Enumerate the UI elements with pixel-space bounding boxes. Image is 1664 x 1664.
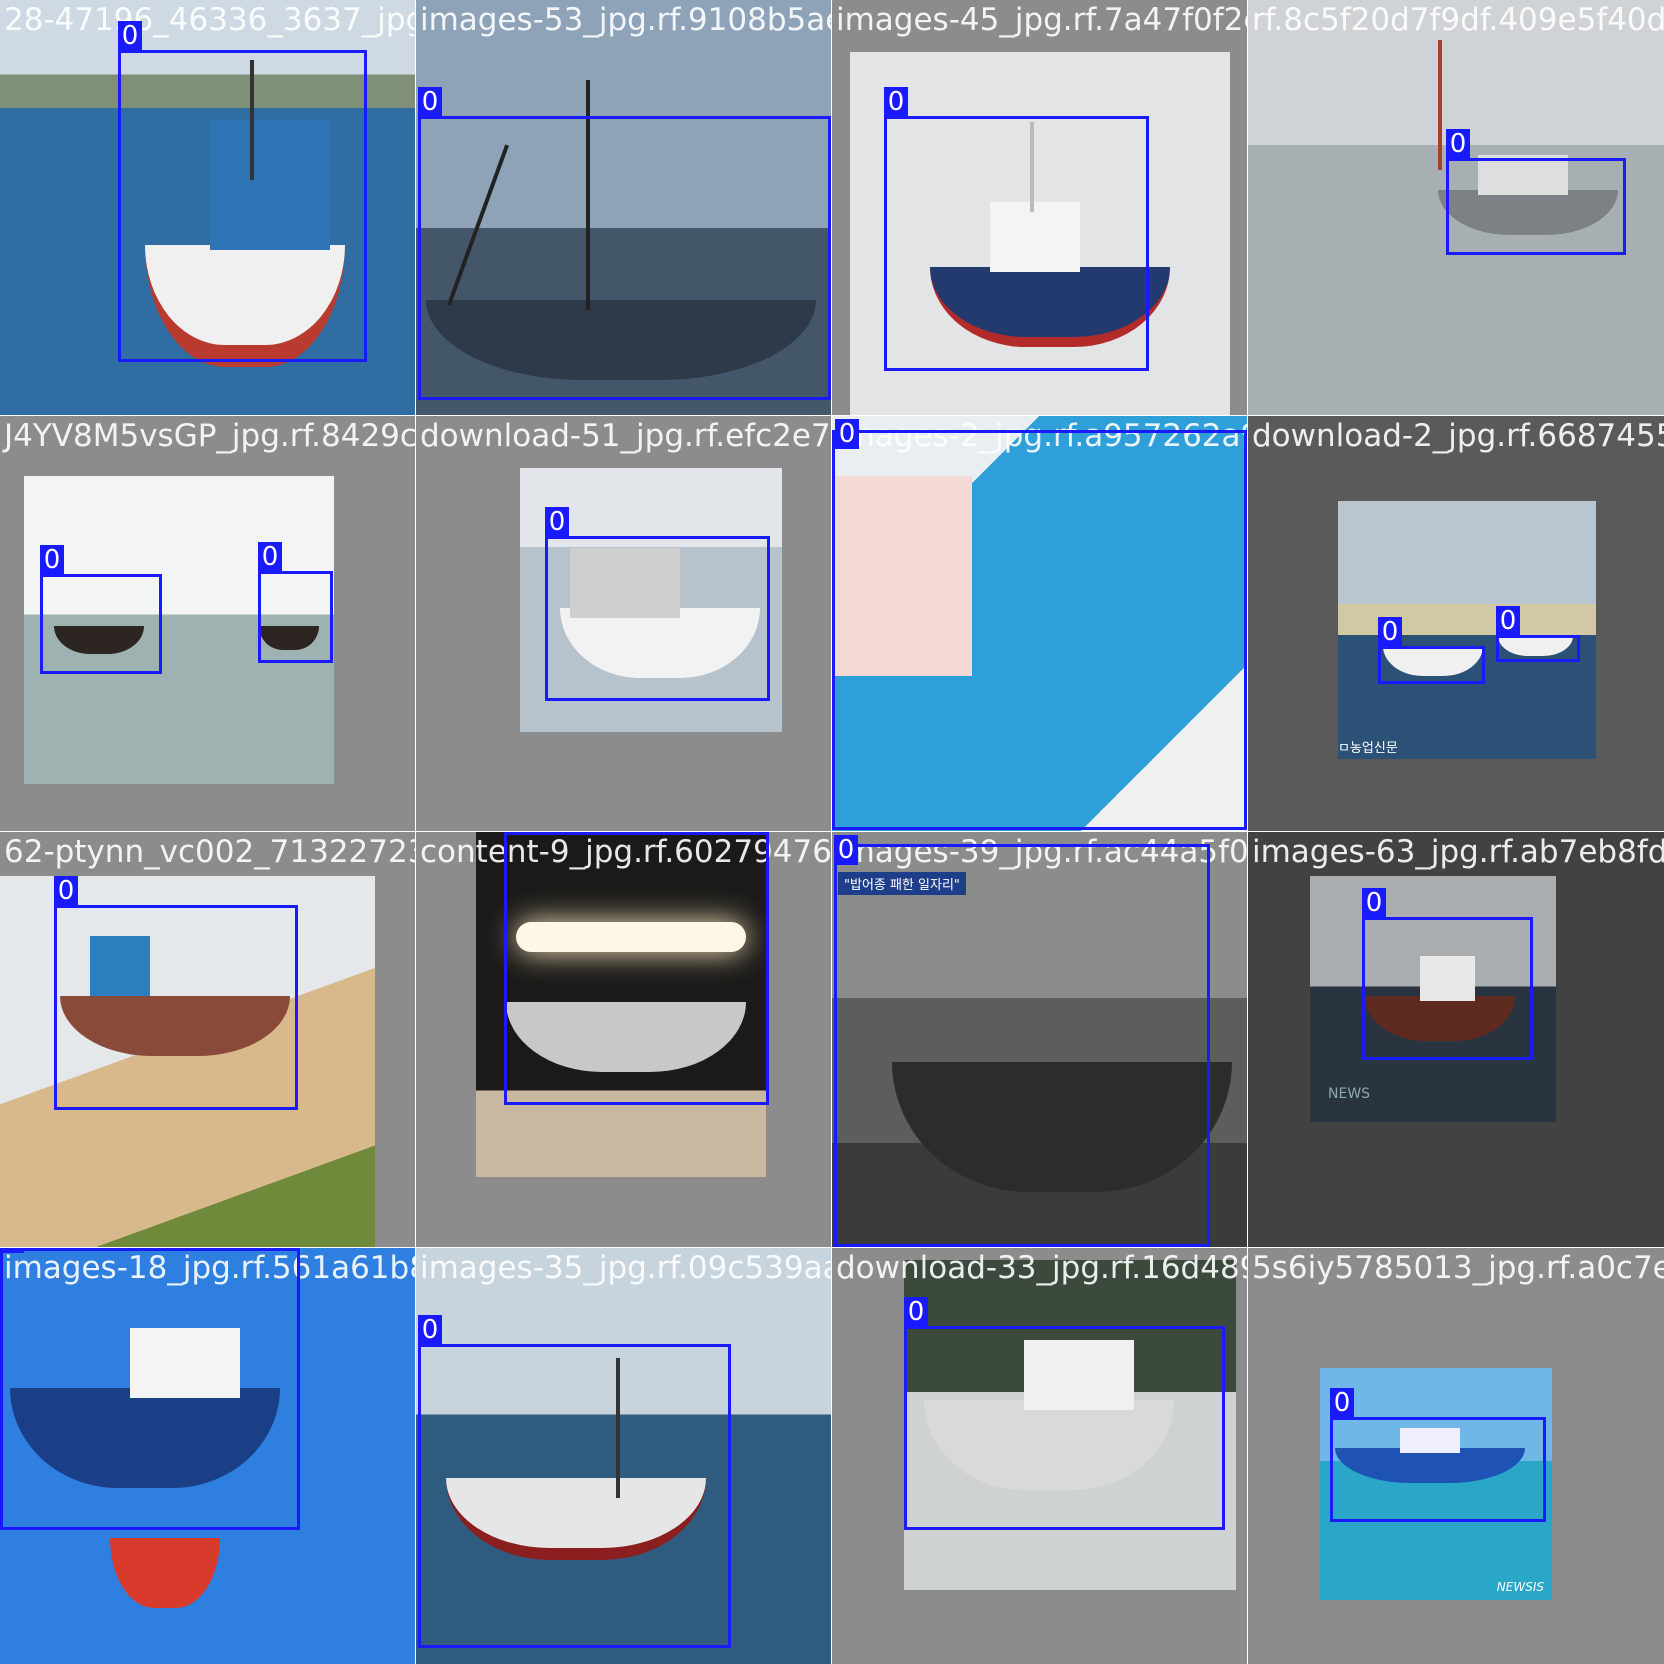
bbox-class-label: 0 <box>258 542 282 572</box>
bounding-box[interactable]: 0 <box>1362 888 1533 1060</box>
tile-filename: images-45_jpg.rf.7a47f0f2e4220ae3456e006 <box>836 2 1247 38</box>
watermark-text: ㅁ농업신문 <box>1338 741 1398 756</box>
tile-photo <box>24 476 334 784</box>
bbox-class-label: 0 <box>1496 606 1520 636</box>
tile-photo <box>0 876 375 1247</box>
bounding-box[interactable]: 0 <box>418 87 831 400</box>
bounding-box[interactable]: 0 <box>1496 606 1580 662</box>
tile-12[interactable]: NEWS images-63_jpg.rf.ab7eb8fd93 0 <box>1248 832 1664 1247</box>
bbox-class-label: 0 <box>1446 129 1470 159</box>
bbox-class-label: 0 <box>835 419 859 449</box>
bounding-box[interactable]: 0 <box>40 545 162 674</box>
bounding-box[interactable]: 0 <box>1330 1388 1546 1522</box>
bbox-class-label: 0 <box>418 1315 442 1345</box>
tile-14[interactable]: images-35_jpg.rf.09c539aab4 0 <box>416 1248 831 1664</box>
watermark-text: NEWSIS <box>1496 1580 1544 1594</box>
bounding-box[interactable]: 0 <box>258 542 333 663</box>
tile-15[interactable]: download-33_jpg.rf.16d48956 0 <box>832 1248 1247 1664</box>
bbox-class-label: 0 <box>0 1248 24 1253</box>
bbox-class-label: 0 <box>418 87 442 117</box>
bounding-box[interactable]: 0 <box>54 876 298 1110</box>
tile-7[interactable]: images-2_jpg.rf.a957262a9 0 <box>832 416 1247 831</box>
tile-photo <box>476 832 766 1177</box>
bounding-box[interactable]: 0 <box>884 87 1149 371</box>
bbox-class-label: 0 <box>1362 888 1386 918</box>
bbox-class-label: 0 <box>904 1297 928 1327</box>
tile-5[interactable]: J4YV8M5vsGP_jpg.rf.8429c 0 0 <box>0 416 415 831</box>
tile-filename: download-51_jpg.rf.efc2e75e <box>420 418 831 454</box>
bbox-class-label: 0 <box>40 545 64 575</box>
tile-filename: J4YV8M5vsGP_jpg.rf.8429c <box>4 418 415 454</box>
bbox-class-label: 0 <box>834 835 858 865</box>
bounding-box[interactable]: 0 <box>504 832 769 1105</box>
bounding-box[interactable]: 0 <box>0 1248 300 1530</box>
bbox-class-label: 0 <box>504 832 528 835</box>
tile-filename: 5s6iy5785013_jpg.rf.a0c7e54 <box>1252 1250 1664 1286</box>
tile-16[interactable]: NEWSIS 5s6iy5785013_jpg.rf.a0c7e54 0 <box>1248 1248 1664 1664</box>
tile-photo <box>416 1248 831 1664</box>
tile-photo <box>1248 0 1664 415</box>
tile-2[interactable]: images-53_jpg.rf.9108b5ae8241f3023d05fa5… <box>416 0 831 415</box>
tile-1[interactable]: 28-47196_46336_3637_jpg.rf. 0 <box>0 0 415 415</box>
bounding-box[interactable]: 0 <box>834 835 1210 1247</box>
tile-photo: "밥어종 패한 일자리" <box>832 832 1247 1247</box>
bounding-box[interactable]: 0 <box>832 419 1247 830</box>
bbox-class-label: 0 <box>118 21 142 51</box>
bbox-class-label: 0 <box>54 876 78 906</box>
bounding-box[interactable]: 0 <box>418 1315 731 1648</box>
tile-photo <box>0 1248 415 1664</box>
tile-6[interactable]: download-51_jpg.rf.efc2e75e 0 <box>416 416 831 831</box>
bounding-box[interactable]: 0 <box>545 507 770 701</box>
tile-photo <box>904 1260 1236 1590</box>
bounding-box[interactable]: 0 <box>904 1297 1225 1530</box>
bbox-class-label: 0 <box>884 87 908 117</box>
bbox-class-label: 0 <box>1378 617 1402 647</box>
tile-3[interactable]: images-45_jpg.rf.7a47f0f2e4220ae3456e006… <box>832 0 1247 415</box>
tile-4[interactable]: rf.8c5f20d7f9df.409e5f40d 0 <box>1248 0 1664 415</box>
tile-filename: download-2_jpg.rf.6687455b <box>1252 418 1664 454</box>
tile-photo <box>416 0 831 415</box>
bounding-box[interactable]: 0 <box>1378 617 1485 684</box>
tile-10[interactable]: content-9_jpg.rf.602794761 0 <box>416 832 831 1247</box>
tile-photo <box>832 416 1247 831</box>
tile-filename: 62-ptynn_vc002_71322723_i <box>4 834 415 870</box>
watermark-text: NEWS <box>1328 1086 1371 1102</box>
tile-9[interactable]: 62-ptynn_vc002_71322723_i 0 <box>0 832 415 1247</box>
tile-photo <box>0 0 415 415</box>
bounding-box[interactable]: 0 <box>118 21 367 362</box>
bbox-class-label: 0 <box>1330 1388 1354 1418</box>
tile-8[interactable]: ㅁ농업신문 download-2_jpg.rf.6687455b 0 0 <box>1248 416 1664 831</box>
bbox-class-label: 0 <box>545 507 569 537</box>
news-banner: "밥어종 패한 일자리" <box>838 872 966 895</box>
tile-filename: images-63_jpg.rf.ab7eb8fd93 <box>1252 834 1664 870</box>
tile-13[interactable]: images-18_jpg.rf.561a61b805 0 <box>0 1248 415 1664</box>
tile-photo: ㅁ농업신문 <box>1338 501 1596 759</box>
tile-photo: NEWSIS <box>1320 1368 1552 1600</box>
bounding-box[interactable]: 0 <box>1446 129 1626 255</box>
tile-photo <box>850 52 1230 415</box>
tile-11[interactable]: "밥어종 패한 일자리" images-39_jpg.rf.ac44a5f073… <box>832 832 1247 1247</box>
